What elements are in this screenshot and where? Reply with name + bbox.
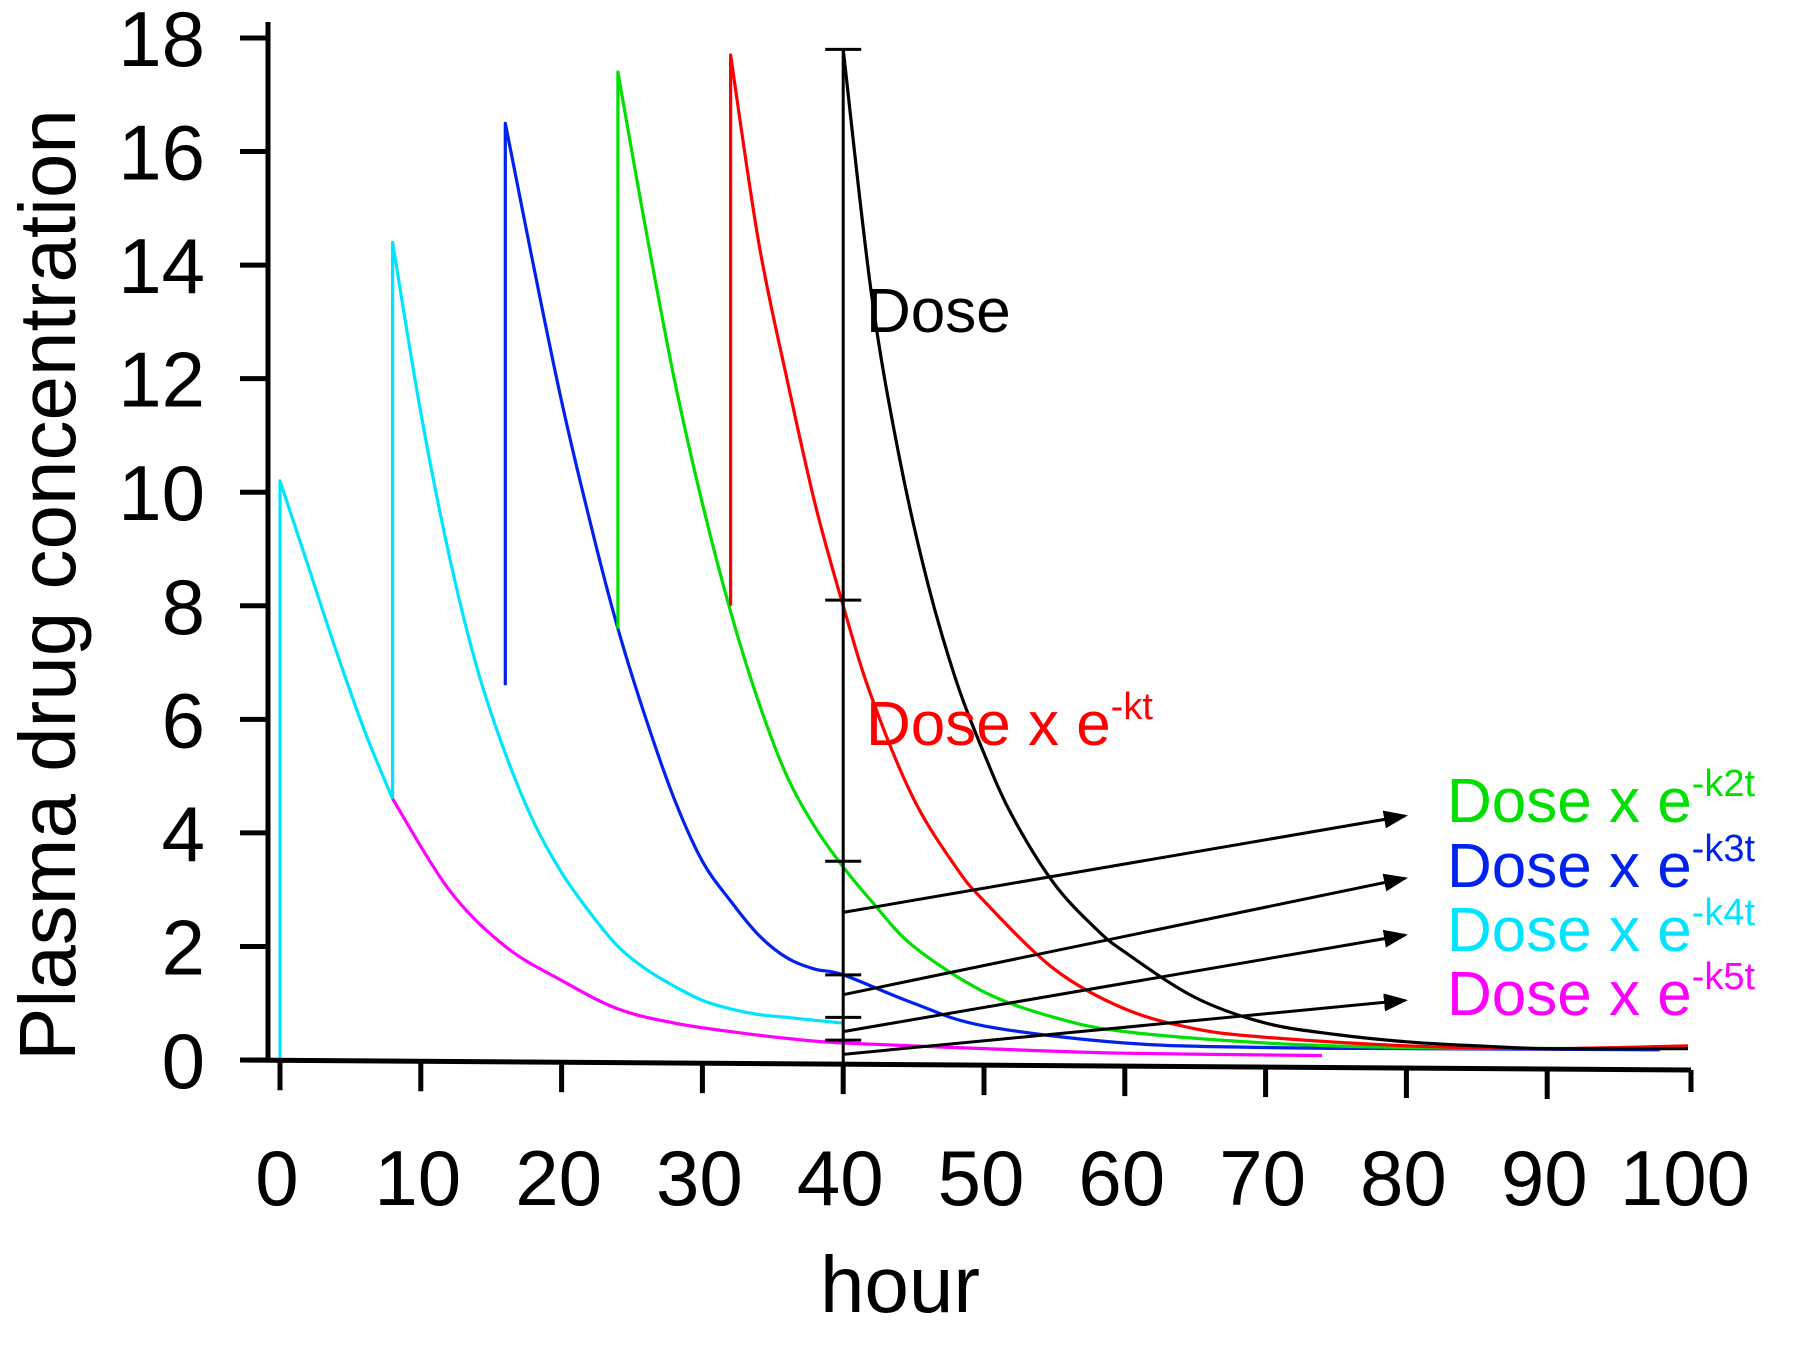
annotation-superscript: -k3t	[1692, 828, 1756, 870]
annotation-dose-k2t: Dose x e-k2t	[1447, 763, 1755, 836]
legend-arrow	[842, 873, 1408, 997]
annotation-superscript: -k2t	[1692, 763, 1756, 805]
y-tick-label: 14	[118, 222, 205, 310]
annotation-superscript: -k4t	[1692, 892, 1756, 934]
annotation-base: Dose x e	[1447, 896, 1692, 965]
annotation-dose: Dose	[866, 277, 1011, 346]
annotation-base: Dose	[866, 277, 1011, 346]
series-layer	[278, 49, 1689, 1060]
y-tick-label: 0	[162, 1017, 205, 1105]
annotation-base: Dose x e	[866, 690, 1111, 759]
series-line-6	[841, 49, 1689, 1051]
annotation-superscript: -k5t	[1692, 956, 1756, 998]
legend-arrow	[842, 929, 1408, 1034]
x-tick-label: 10	[374, 1134, 461, 1222]
series-line-1	[278, 240, 844, 1060]
series-line-3	[503, 121, 1660, 1052]
legend-arrow	[843, 993, 1408, 1056]
y-axis-title: Plasma drug concentration	[3, 109, 92, 1061]
x-tick-label: 80	[1360, 1134, 1447, 1222]
axes-layer: 0 2 4 6 8 10 12 14 16 18 0 10 20 30 40 50 60 70 80 90 100	[118, 0, 1750, 1222]
annotation-dose-k3t: Dose x e-k3t	[1447, 828, 1755, 901]
y-tick-label: 2	[162, 903, 205, 991]
y-tick-label: 4	[162, 790, 205, 878]
annotation-base: Dose x e	[1447, 832, 1692, 901]
x-axis-line	[239, 1057, 1692, 1073]
x-tick-label: 90	[1501, 1134, 1588, 1222]
y-tick-label: 18	[118, 0, 205, 83]
label-layer: Plasma drug concentration hour Dose Dose …	[3, 109, 1755, 1329]
annotation-base: Dose x e	[1447, 960, 1692, 1029]
y-tick-label: 8	[162, 563, 205, 651]
annotation-dose-kt: Dose x e-kt	[866, 686, 1153, 759]
x-tick-label: 100	[1620, 1134, 1750, 1222]
annotation-superscript: -kt	[1111, 686, 1154, 728]
y-tick-label: 16	[118, 109, 205, 197]
y-tick-label: 10	[118, 449, 205, 537]
series-line-5	[729, 53, 1689, 1051]
x-axis-title: hour	[820, 1240, 980, 1329]
x-tick-label: 70	[1219, 1134, 1306, 1222]
arrow-layer	[842, 810, 1408, 1056]
x-tick-label: 20	[515, 1134, 602, 1222]
dose-bar-layer	[825, 47, 862, 1065]
legend-arrow	[842, 810, 1408, 914]
annotation-base: Dose x e	[1447, 767, 1692, 836]
y-tick-label: 6	[162, 676, 205, 764]
x-tick-label: 40	[797, 1134, 884, 1222]
series-line-2	[391, 797, 1322, 1058]
x-tick-label: 50	[938, 1134, 1025, 1222]
x-tick-label: 30	[656, 1134, 743, 1222]
y-tick-label: 12	[118, 336, 205, 424]
annotation-dose-k5t: Dose x e-k5t	[1447, 956, 1755, 1029]
x-tick-label: 60	[1078, 1134, 1165, 1222]
annotation-dose-k4t: Dose x e-k4t	[1447, 892, 1755, 965]
x-tick-label: 0	[255, 1134, 298, 1222]
